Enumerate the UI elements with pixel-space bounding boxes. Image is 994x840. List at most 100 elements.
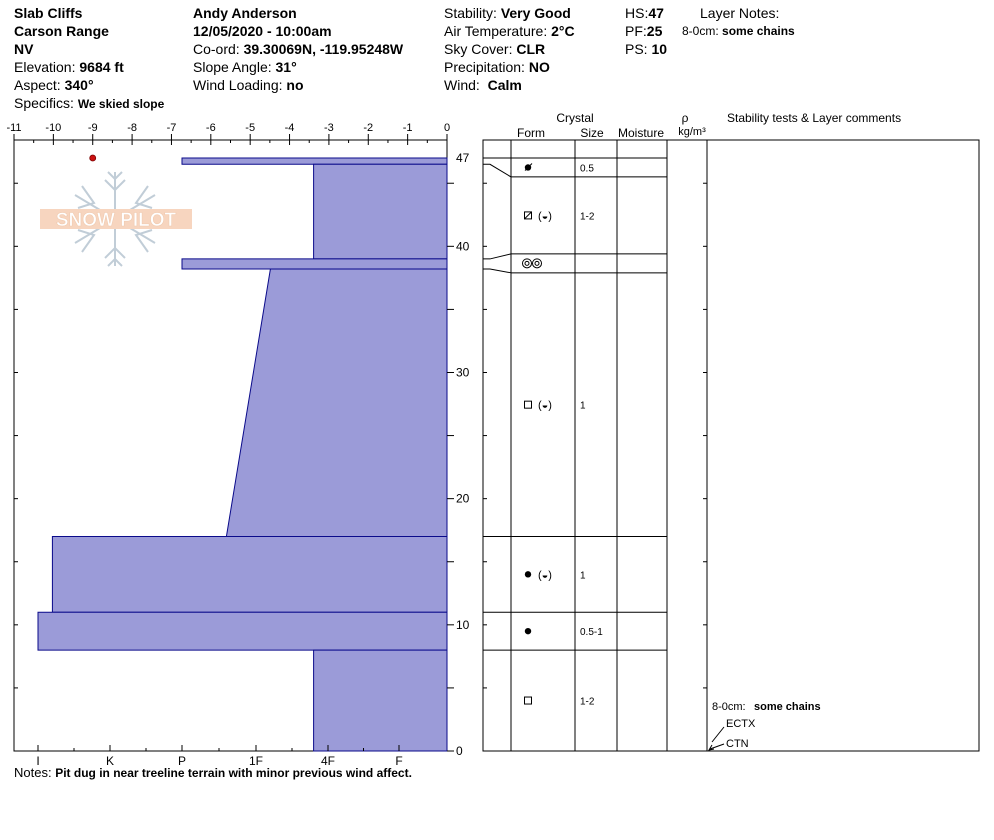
observer-name: Andy Anderson [193, 5, 297, 21]
wind-label: Wind: [444, 77, 480, 93]
hardness-tick-label: K [106, 754, 114, 768]
air-temp-label: Air Temperature: [444, 23, 548, 39]
hs-label: HS: [625, 5, 649, 21]
stability-comments-header: Stability tests & Layer comments [727, 111, 901, 125]
rounded-icon [524, 571, 532, 578]
header-pit-block: HS:47 PF:25 PS: 10 [625, 4, 667, 58]
layer-size: 0.5 [580, 163, 594, 174]
elevation-label: Elevation: [14, 59, 76, 75]
layer-notes-label: Layer Notes: [700, 5, 780, 21]
wind-loading-label: Wind Loading: [193, 77, 283, 93]
depth-hoar-icon: (◒) [538, 210, 552, 222]
aspect-value: 340° [64, 77, 94, 93]
hardness-segment [313, 649, 448, 752]
test-ectx: ECTX [726, 718, 756, 730]
temp-tick-label: -1 [403, 122, 413, 134]
hardness-segment [51, 536, 448, 613]
header-observer-block: Andy Anderson 12/05/2020 - 10:00am Co-or… [193, 4, 403, 94]
notes-text: Pit dug in near treeline terrain with mi… [55, 766, 412, 780]
ps-value: 10 [651, 41, 668, 57]
specifics-label: Specifics: [14, 95, 74, 111]
temp-tick-label: -11 [6, 122, 21, 134]
temp-tick-label: -2 [363, 122, 373, 134]
header-layer-notes-block: Layer Notes: 8-0cm: some chains [682, 4, 795, 40]
header-location-block: Slab Cliffs Carson Range NV Elevation: 9… [14, 4, 164, 113]
hardness-profile [37, 157, 448, 752]
slope-label: Slope Angle: [193, 59, 272, 75]
stability-value: Very Good [500, 5, 571, 21]
layer-row: 1-2 [524, 696, 595, 708]
snowpilot-logo: SNOW PILOT [40, 171, 192, 267]
stability-label: Stability: [444, 5, 497, 21]
temperature-point [89, 154, 97, 162]
pf-value: 25 [646, 23, 663, 39]
test-ctn: CTN [726, 738, 749, 750]
temp-tick-label: -9 [88, 122, 98, 134]
comment-layer-range: 8-0cm: [712, 701, 746, 713]
temperature-points [89, 154, 97, 162]
slope-value: 31° [275, 59, 297, 75]
faceted-rounded-slash-icon [524, 211, 532, 220]
layer-size: 1 [580, 570, 586, 581]
size-header: Size [580, 126, 604, 140]
height-axis: 0 10 20 30 40 47 [14, 151, 707, 758]
height-tick-label: 40 [456, 239, 470, 253]
layer-table: 0.5 (◒) 1-2 (◒) 1 (◒) 1 0.5-1 1-2 [482, 139, 980, 752]
hardness-segment [181, 157, 448, 165]
form-header: Form [517, 126, 545, 140]
density-unit-header: kg/m³ [678, 126, 706, 138]
location-name: Slab Cliffs [14, 5, 83, 21]
moisture-header: Moisture [618, 126, 664, 140]
arrow-icon [707, 744, 715, 751]
pf-label: PF: [625, 23, 647, 39]
state-name: NV [14, 41, 34, 57]
layer-note-range: 8-0cm: [682, 24, 719, 38]
wind-value: Calm [487, 77, 522, 93]
hs-value: 47 [648, 5, 664, 21]
air-temp-value: 2°C [551, 23, 575, 39]
layer-size: 1 [580, 401, 586, 412]
layer-row: 0.5 [524, 163, 594, 174]
layer-row: 0.5-1 [524, 627, 603, 638]
temp-tick-label: -6 [206, 122, 216, 134]
wind-loading-value: no [286, 77, 304, 93]
precip-label: Precipitation: [444, 59, 525, 75]
hardness-segment [181, 258, 448, 270]
layer-connector [483, 268, 512, 274]
layer-size: 1-2 [580, 211, 595, 222]
notes-label: Notes: [14, 765, 52, 780]
sky-value: CLR [516, 41, 546, 57]
sky-label: Sky Cover: [444, 41, 513, 57]
crystal-header: Crystal [556, 111, 593, 125]
depth-hoar-icon: (◒) [538, 400, 552, 412]
layer-note-text: some chains [722, 24, 795, 38]
hardness-tick-label: F [395, 754, 402, 768]
height-tick-label: 10 [456, 618, 470, 632]
layer-row: (◒) 1-2 [524, 210, 595, 222]
height-tick-label: 0 [456, 744, 463, 758]
decomposed-slash-icon [524, 163, 533, 171]
temp-tick-label: -10 [45, 122, 61, 134]
faceted-rounded-icon [524, 211, 532, 220]
depth-hoar-icon: (◒) [538, 569, 552, 581]
ctn-pointer [709, 743, 725, 750]
faceted-icon [524, 696, 532, 705]
temp-tick-label: 0 [444, 122, 450, 134]
hardness-axis: I K P 1F 4F F [36, 745, 403, 768]
temperature-axis: -11 -10 -9 -8 -7 -6 -5 -4 -3 -2 -1 0 [6, 122, 450, 145]
coord-value: 39.30069N, -119.95248W [243, 41, 404, 57]
header-conditions-block: Stability: Very Good Air Temperature: 2°… [444, 4, 575, 94]
comment-layer-text: some chains [754, 701, 821, 713]
layer-size: 1-2 [580, 697, 595, 708]
notes-line: Notes: Pit dug in near treeline terrain … [14, 765, 412, 780]
melt-freeze-icon [534, 260, 540, 266]
coord-label: Co-ord: [193, 41, 240, 57]
height-tick-label: 20 [456, 492, 470, 506]
layer-size: 0.5-1 [580, 627, 603, 638]
ps-label: PS: [625, 41, 648, 57]
aspect-label: Aspect: [14, 77, 61, 93]
layer-row: (◒) 1 [524, 569, 586, 581]
height-tick-label: 30 [456, 365, 470, 379]
logo-text: SNOW PILOT [56, 210, 177, 231]
